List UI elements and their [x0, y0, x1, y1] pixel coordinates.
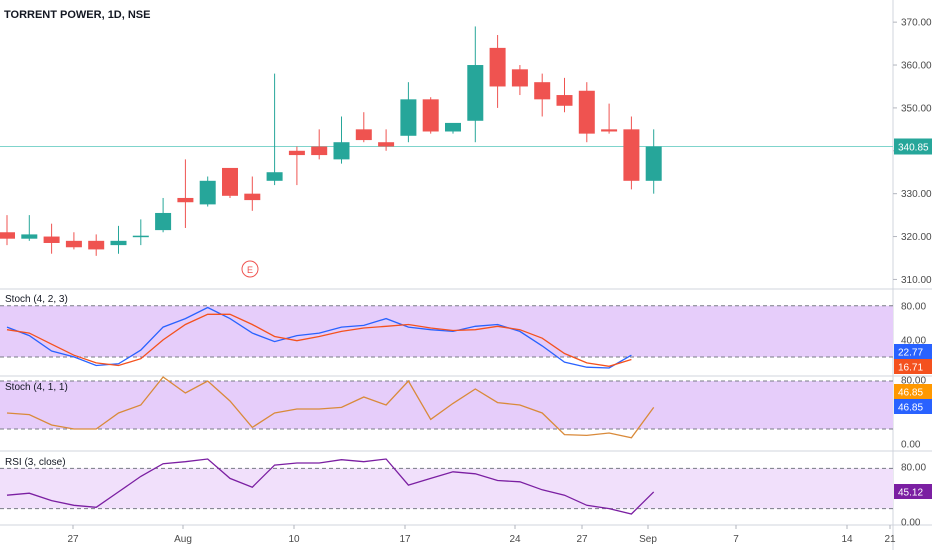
- candle-body: [43, 236, 60, 243]
- stoch-2-value-badge: [894, 399, 932, 414]
- rsi-tick-label: 80.00: [901, 463, 926, 474]
- stoch-2-value-badge: [894, 384, 932, 399]
- price-tick-label: 310.00: [901, 275, 932, 286]
- price-tick-label: 350.00: [901, 103, 932, 114]
- candle-body: [21, 234, 38, 239]
- price-tick-label: 370.00: [901, 18, 932, 29]
- time-tick-label: 14: [841, 534, 853, 545]
- candle-body: [333, 142, 350, 160]
- candle-body: [177, 197, 194, 203]
- rsi-value-badge: [894, 484, 932, 499]
- candle-body: [378, 142, 395, 147]
- candle-body: [288, 150, 305, 156]
- stoch-2-title: Stoch (4, 1, 1): [5, 382, 68, 393]
- candle-body: [556, 95, 573, 106]
- earnings-marker: [241, 260, 259, 278]
- candle-body: [534, 82, 551, 100]
- candle-body: [400, 99, 417, 136]
- stoch-1-title: Stoch (4, 2, 3): [5, 294, 68, 305]
- rsi-value-label: 45.12: [898, 488, 923, 499]
- candle-body: [155, 212, 172, 231]
- time-tick-label: Aug: [174, 534, 192, 545]
- candle-body: [132, 235, 149, 238]
- pane-titles: TORRENT POWER, 1D, NSE Stoch (4, 2, 3) S…: [4, 9, 150, 468]
- oscillator-bands: [0, 305, 893, 510]
- last-price-badge: [894, 138, 932, 155]
- candle-body: [467, 65, 484, 121]
- stoch-2-band: [0, 381, 893, 429]
- candle-body: [489, 47, 506, 87]
- time-tick-label: Sep: [639, 534, 657, 545]
- indicator-panes[interactable]: [6, 306, 655, 515]
- time-tick-label: 24: [509, 534, 521, 545]
- candle-body: [578, 90, 595, 134]
- stoch-2-value-label: 46.85: [898, 388, 923, 399]
- price-axis[interactable]: 310.00320.00330.00340.00350.00360.00370.…: [893, 18, 932, 529]
- candle-body: [65, 240, 82, 248]
- stoch-2-line: [6, 376, 655, 439]
- candle-body: [244, 193, 261, 201]
- time-tick-label: 27: [576, 534, 588, 545]
- price-tick-label: 360.00: [901, 61, 932, 72]
- stoch-2-tick-label: 80.00: [901, 376, 926, 387]
- stoch-1-line: [6, 313, 632, 367]
- candle-body: [511, 69, 528, 87]
- candle-body: [601, 129, 618, 132]
- rsi-title: RSI (3, close): [5, 457, 66, 468]
- time-tick-label: 21: [884, 534, 896, 545]
- candle-body: [222, 167, 238, 196]
- candle-body: [422, 99, 439, 132]
- stoch-1-value-badge: [894, 344, 932, 359]
- time-tick-label: 27: [67, 534, 79, 545]
- stoch-1-value-label: 16.71: [898, 363, 923, 374]
- price-tick-label: 330.00: [901, 189, 932, 200]
- stoch-1-value-label: 22.77: [898, 348, 923, 359]
- candle-body: [0, 232, 15, 239]
- rsi-line: [6, 458, 655, 515]
- candle-body: [623, 129, 640, 181]
- stoch-2-tick-label: 0.00: [901, 440, 921, 451]
- stoch-1-tick-label: 80.00: [901, 301, 926, 312]
- earnings-marker-label: E: [247, 265, 253, 275]
- candle-body: [311, 146, 328, 156]
- time-axis[interactable]: 27 Aug 10 17 24 27 Sep 7 14 21: [67, 525, 896, 545]
- candle-body: [445, 122, 461, 132]
- candle-body: [110, 240, 127, 246]
- time-tick-label: 17: [399, 534, 411, 545]
- time-tick-label: 7: [733, 534, 739, 545]
- last-price-label: 340.85: [898, 143, 929, 154]
- time-tick-label: 10: [288, 534, 300, 545]
- rsi-tick-label: 0.00: [901, 518, 921, 529]
- price-pane[interactable]: E: [0, 26, 893, 278]
- candle-body: [645, 146, 662, 181]
- candle-body: [88, 240, 105, 250]
- symbol-title: TORRENT POWER, 1D, NSE: [4, 9, 150, 21]
- stoch-1-tick-label: 40.00: [901, 335, 926, 346]
- candle-body: [266, 172, 283, 181]
- stoch-1-value-badge: [894, 359, 932, 374]
- stoch-2-value-label: 46.85: [898, 403, 923, 414]
- candle-body: [355, 129, 372, 141]
- candle-body: [199, 180, 216, 205]
- rsi-band: [0, 468, 893, 509]
- price-tick-label: 320.00: [901, 232, 932, 243]
